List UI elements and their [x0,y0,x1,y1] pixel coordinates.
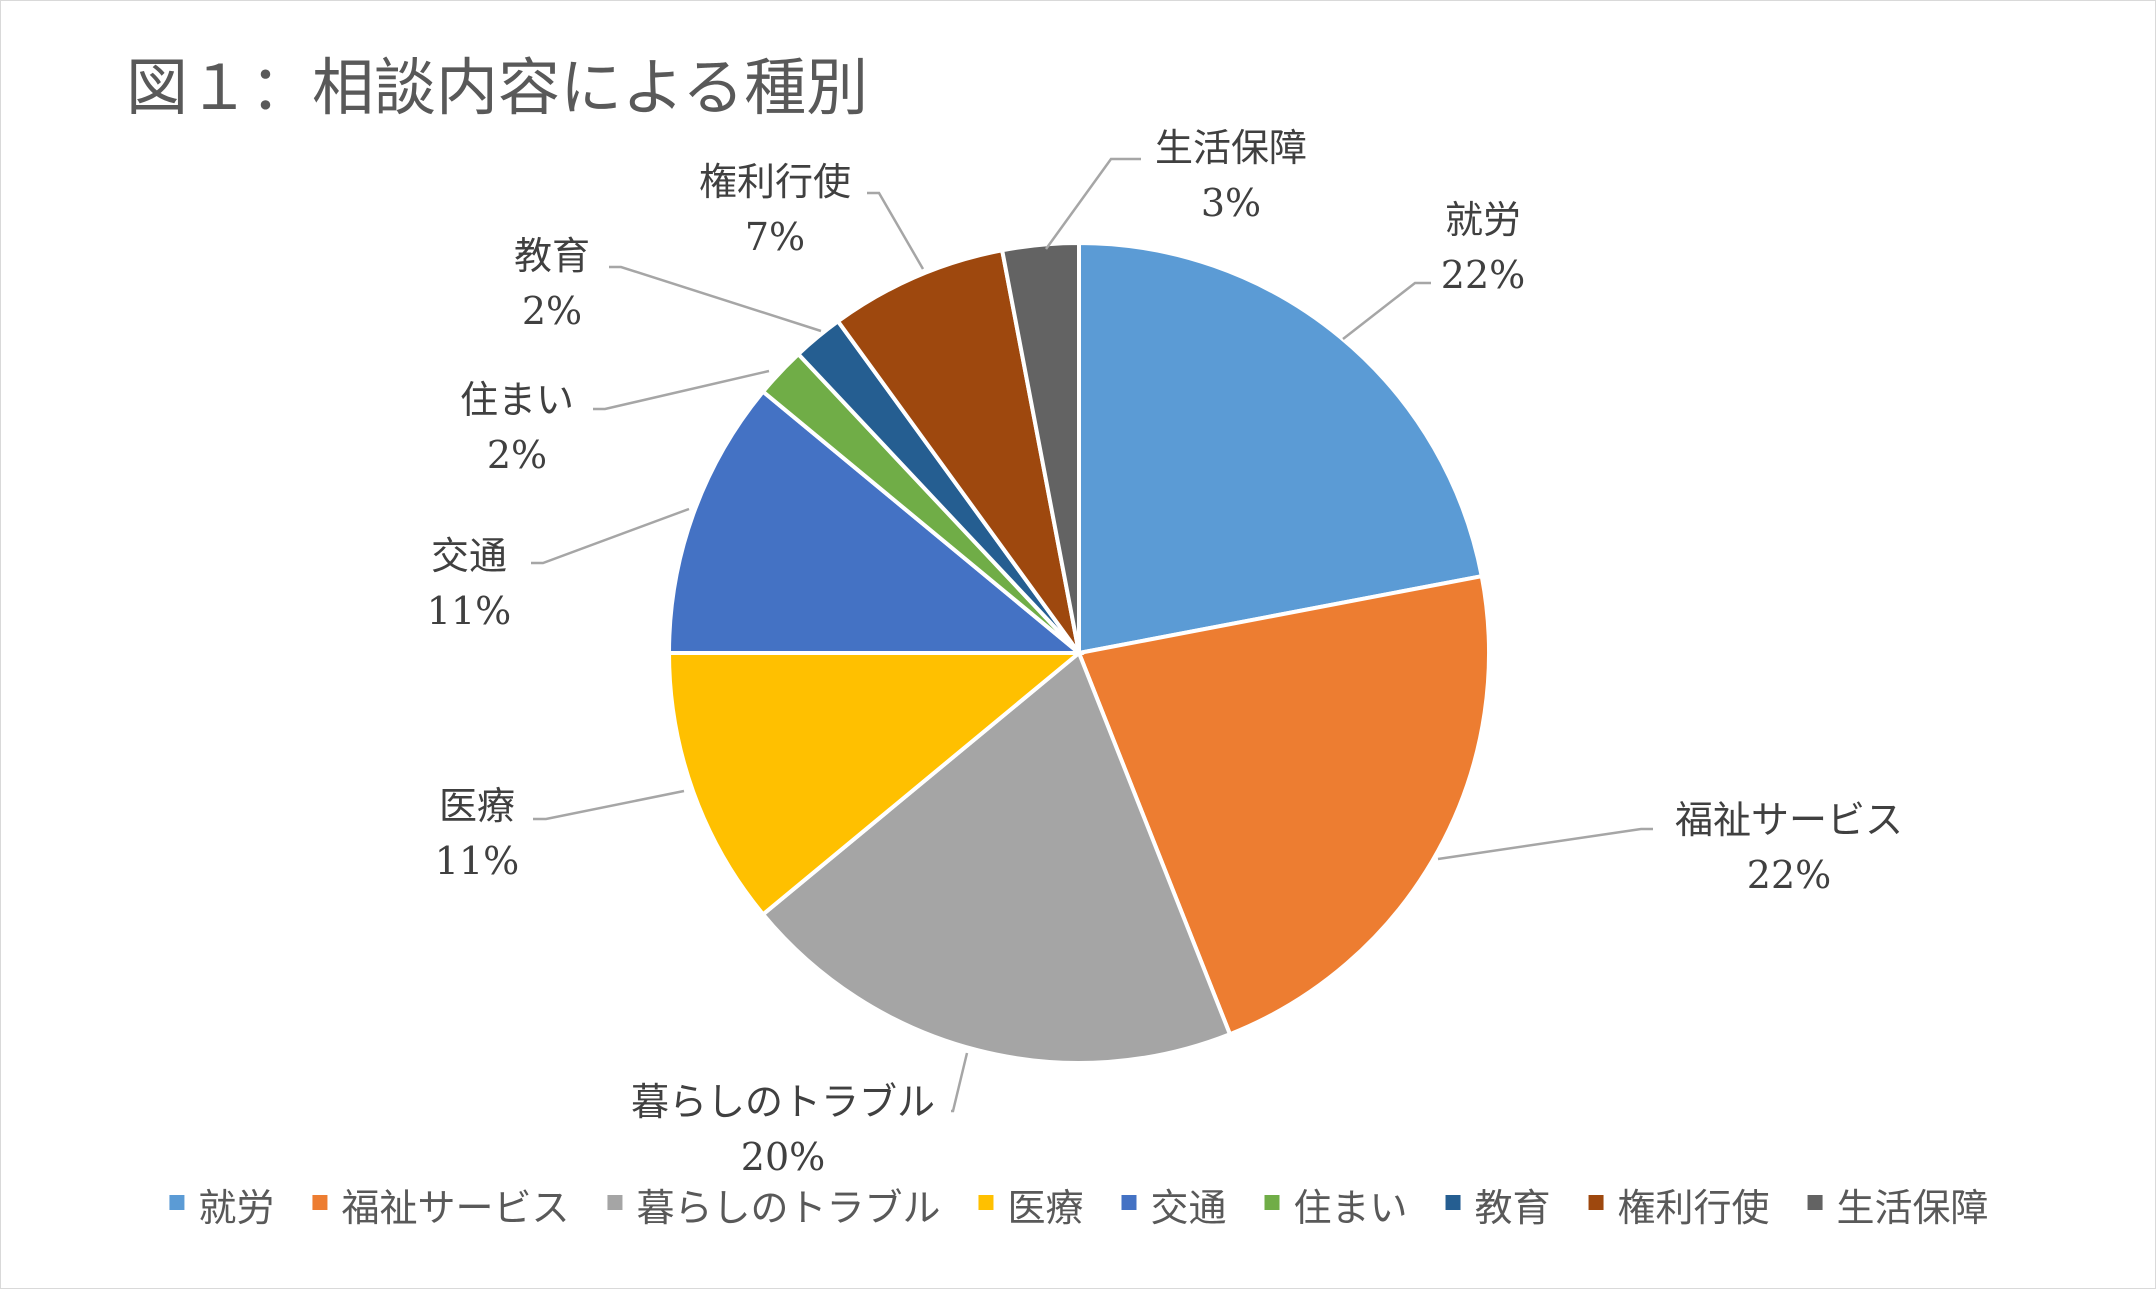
data-label-percent: 3% [1201,181,1261,225]
data-label-0: 就労 22% [1441,198,1525,297]
leader-line-0 [1342,281,1431,340]
leader-line-8 [1044,157,1141,250]
pie-slice-7 [835,247,1081,655]
legend: 就労 福祉サービス 暮らしのトラブル 医療 交通 住まい 教育 権利行使 生活保障 [169,1186,1989,1230]
leader-line-2 [951,1052,969,1113]
pie-slice-0 [1077,240,1485,656]
data-label-category: 生活保障 [1155,126,1307,170]
data-label-7: 権利行使 7% [699,160,851,259]
legend-label-2: 暮らしのトラブル [636,1186,940,1230]
legend-swatch-6 [1445,1195,1461,1210]
data-label-3: 医療 11% [435,784,519,883]
data-label-percent: 22% [1441,253,1525,297]
legend-swatch-2 [607,1195,623,1210]
leader-line-4 [531,507,690,565]
legend-label-5: 住まい [1294,1186,1408,1230]
legend-label-4: 交通 [1150,1186,1226,1230]
pie-slice-3 [666,651,1085,918]
data-label-percent: 20% [741,1135,825,1179]
legend-swatch-1 [312,1195,328,1210]
data-label-category: 住まい [460,378,574,422]
leader-line-6 [609,265,822,333]
pie-slice-4 [666,388,1085,655]
pie-slices [666,240,1491,1065]
legend-swatch-0 [169,1195,185,1210]
data-label-1: 福祉サービス 22% [1675,798,1903,897]
legend-label-8: 生活保障 [1837,1186,1989,1230]
data-label-2: 暮らしのトラブル 20% [631,1080,935,1179]
data-label-percent: 22% [1747,853,1831,897]
data-label-percent: 2% [487,433,547,477]
legend-swatch-4 [1121,1195,1137,1210]
data-label-6: 教育 2% [514,234,590,333]
legend-label-3: 医療 [1007,1186,1083,1230]
data-labels: 就労 22% 福祉サービス 22% 暮らしのトラブル 20% 医療 11% 交通 11% 住まい 2%… [427,126,1903,1179]
data-label-percent: 11% [435,839,519,883]
legend-label-7: 権利行使 [1618,1186,1770,1230]
data-label-category: 医療 [439,784,515,828]
data-label-4: 交通 11% [427,534,511,633]
leader-line-5 [593,369,770,411]
data-label-category: 権利行使 [699,160,851,204]
pie-slice-8 [999,240,1081,654]
legend-swatch-8 [1807,1195,1823,1210]
legend-swatch-5 [1264,1195,1280,1210]
data-label-category: 福祉サービス [1675,798,1903,842]
data-label-percent: 2% [522,289,582,333]
pie-slice-2 [760,649,1233,1065]
legend-label-0: 就労 [198,1186,274,1230]
leader-lines [531,157,1653,1113]
data-label-5: 住まい 2% [460,378,574,477]
data-label-percent: 7% [745,215,805,259]
data-label-category: 暮らしのトラブル [631,1080,935,1124]
data-label-8: 生活保障 3% [1155,126,1307,225]
data-label-category: 交通 [431,534,507,578]
legend-label-1: 福祉サービス [341,1186,569,1230]
leader-line-7 [867,191,925,270]
pie-slice-1 [1076,573,1491,1037]
leader-line-1 [1437,827,1653,861]
legend-swatch-3 [978,1195,994,1210]
data-label-category: 教育 [514,234,590,278]
legend-swatch-7 [1588,1195,1604,1210]
chart-title: 図１：相談内容による種別 [126,51,868,124]
legend-label-6: 教育 [1475,1186,1551,1230]
leader-line-3 [533,789,685,821]
data-label-percent: 11% [427,589,511,633]
data-label-category: 就労 [1445,198,1521,242]
